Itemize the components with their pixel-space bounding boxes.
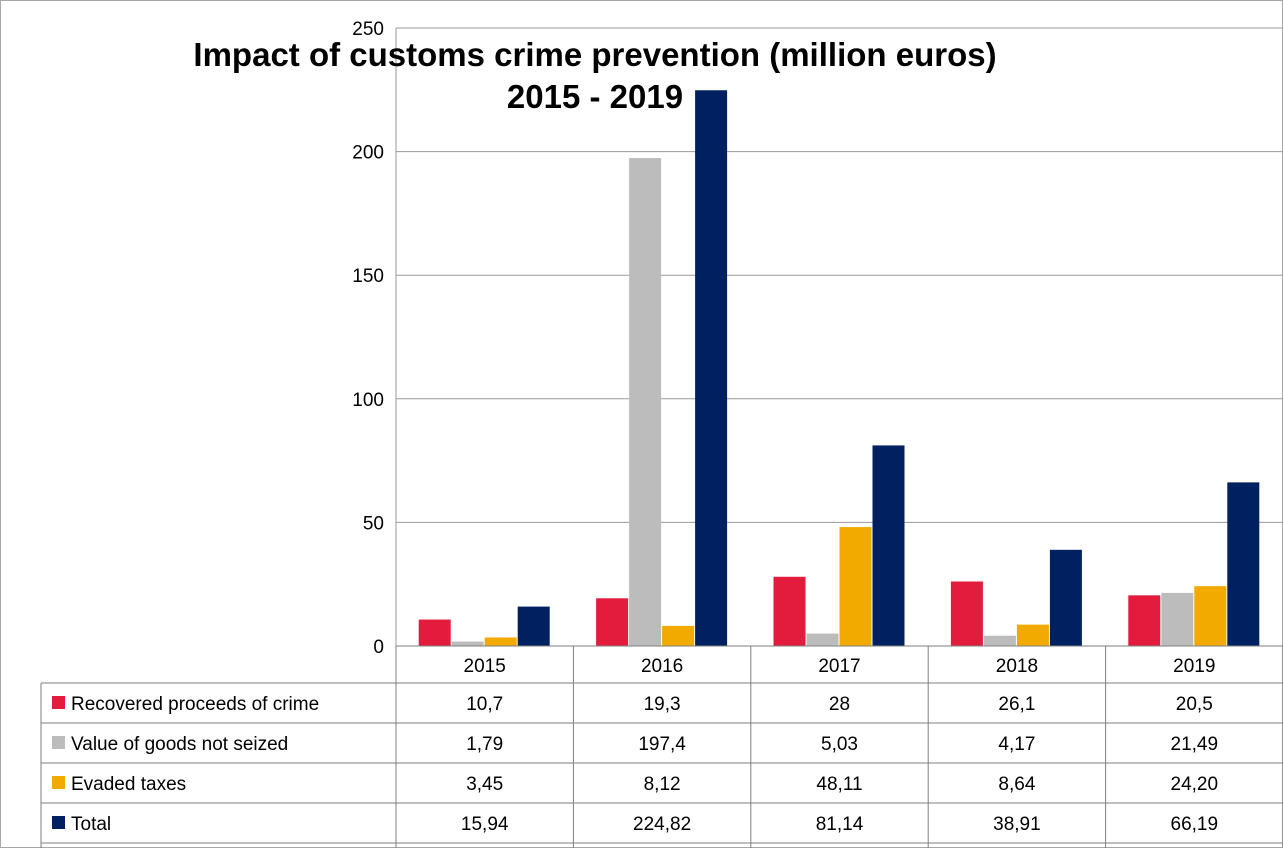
data-label: 38,91 bbox=[993, 814, 1041, 835]
data-label: 28 bbox=[829, 694, 850, 715]
bar bbox=[950, 581, 983, 646]
data-label: 5,03 bbox=[821, 734, 858, 755]
legend-label: Value of goods not seized bbox=[71, 734, 288, 755]
data-label: 20,5 bbox=[1176, 694, 1213, 715]
legend-swatch bbox=[52, 816, 65, 829]
legend-label: Total bbox=[71, 814, 111, 835]
data-label: 66,19 bbox=[1171, 814, 1219, 835]
chart-subtitle: 2015 - 2019 bbox=[507, 78, 683, 115]
data-label: 19,3 bbox=[644, 694, 681, 715]
bar bbox=[773, 576, 806, 646]
data-label: 4,17 bbox=[998, 734, 1035, 755]
bar bbox=[1161, 592, 1194, 646]
bar bbox=[1016, 624, 1049, 646]
data-label: 15,94 bbox=[461, 814, 509, 835]
bar bbox=[451, 641, 484, 646]
data-label: 8,12 bbox=[644, 774, 681, 795]
bar bbox=[418, 619, 451, 646]
legend-label: Recovered proceeds of crime bbox=[71, 694, 319, 715]
legend-swatch bbox=[52, 696, 65, 709]
x-tick-label: 2018 bbox=[996, 656, 1038, 677]
data-label: 8,64 bbox=[998, 774, 1035, 795]
y-tick-label: 50 bbox=[363, 513, 384, 534]
bar bbox=[1227, 482, 1260, 646]
bars bbox=[418, 90, 1260, 647]
y-tick-label: 150 bbox=[352, 266, 384, 287]
x-tick-label: 2019 bbox=[1173, 656, 1215, 677]
bar bbox=[983, 635, 1016, 646]
bar bbox=[872, 445, 905, 646]
bar bbox=[839, 527, 872, 646]
bar bbox=[662, 625, 695, 646]
bar bbox=[484, 637, 517, 646]
data-label: 3,45 bbox=[466, 774, 503, 795]
legend-swatch bbox=[52, 736, 65, 749]
data-label: 48,11 bbox=[816, 774, 862, 795]
data-label: 81,14 bbox=[816, 814, 864, 835]
y-tick-label: 100 bbox=[352, 390, 384, 411]
legend-label: Evaded taxes bbox=[71, 774, 186, 795]
x-tick-label: 2015 bbox=[464, 656, 506, 677]
data-label: 26,1 bbox=[998, 694, 1035, 715]
bar bbox=[629, 158, 662, 646]
data-label: 197,4 bbox=[638, 734, 686, 755]
data-table: 2015 2016 2017 2018 2019 Recovered proceeds o… bbox=[40, 645, 1283, 848]
bar bbox=[806, 633, 839, 646]
data-label: 1,79 bbox=[466, 734, 503, 755]
chart-title: Impact of customs crime prevention (mill… bbox=[193, 36, 996, 73]
y-axis: 0 50 100 150 200 250 bbox=[352, 19, 397, 658]
data-label: 21,49 bbox=[1171, 734, 1219, 755]
x-tick-label: 2017 bbox=[818, 656, 860, 677]
legend-swatch bbox=[52, 776, 65, 789]
bar bbox=[1128, 595, 1161, 646]
bar bbox=[596, 598, 629, 646]
data-label: 24,20 bbox=[1171, 774, 1219, 795]
bar bbox=[1194, 586, 1227, 646]
bar bbox=[1049, 549, 1082, 646]
bar bbox=[517, 606, 550, 646]
y-tick-label: 200 bbox=[352, 143, 384, 164]
data-label: 10,7 bbox=[466, 694, 503, 715]
y-tick-label: 250 bbox=[352, 19, 384, 40]
y-tick-label: 0 bbox=[373, 637, 384, 658]
x-tick-label: 2016 bbox=[641, 656, 683, 677]
data-label: 224,82 bbox=[633, 814, 691, 835]
bar bbox=[695, 90, 728, 647]
